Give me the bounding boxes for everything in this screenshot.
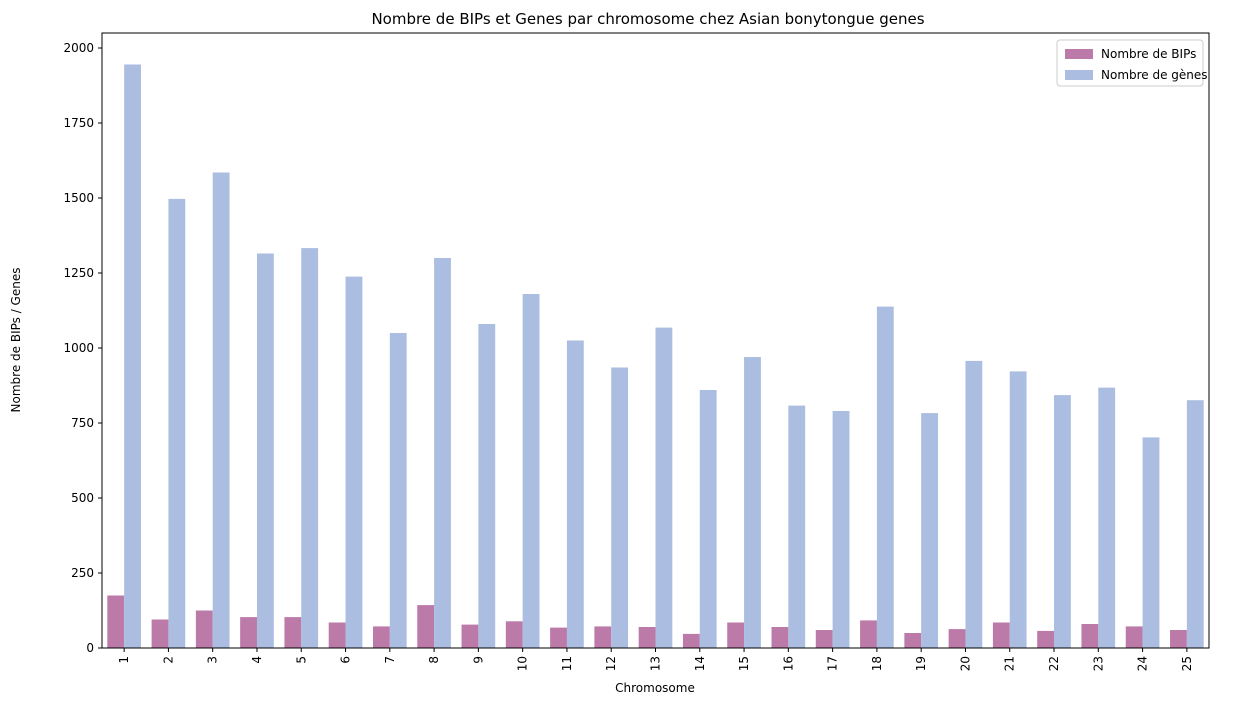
bip-bar-16 [771, 627, 789, 648]
bip-bar-12 [594, 626, 612, 648]
y-tick-label: 2000 [63, 41, 94, 55]
gene-bar-18 [876, 306, 894, 648]
bip-bar-14 [682, 633, 700, 648]
legend-label: Nombre de gènes [1101, 68, 1208, 82]
x-tick-label: 9 [471, 656, 485, 664]
legend-swatch [1065, 70, 1093, 80]
gene-bar-17 [832, 411, 850, 648]
x-tick-label: 20 [958, 656, 972, 671]
chart-title: Nombre de BIPs et Genes par chromosome c… [371, 10, 924, 28]
x-tick-label: 13 [649, 656, 663, 671]
x-tick-label: 17 [826, 656, 840, 671]
bip-bar-15 [727, 622, 745, 648]
gene-bar-3 [212, 172, 230, 648]
x-tick-label: 25 [1180, 656, 1194, 671]
x-axis-title: Chromosome [615, 681, 695, 695]
bip-bar-3 [195, 610, 213, 648]
gene-bar-2 [168, 198, 186, 648]
gene-bar-9 [478, 324, 496, 648]
legend-box [1056, 39, 1204, 87]
gene-bar-8 [434, 258, 451, 648]
gene-bar-20 [965, 360, 983, 648]
x-tick-label: 15 [737, 656, 751, 671]
y-tick-label: 250 [71, 566, 94, 580]
gene-bar-19 [921, 413, 939, 648]
x-tick-label: 24 [1136, 656, 1150, 671]
x-tick-label: 1 [117, 656, 131, 664]
gene-bar-21 [1009, 371, 1027, 648]
y-tick-label: 500 [71, 491, 94, 505]
x-tick-label: 18 [870, 656, 884, 671]
x-tick-label: 22 [1047, 656, 1061, 671]
x-tick-label: 19 [914, 656, 928, 671]
bip-bar-9 [461, 624, 479, 648]
gene-bar-23 [1098, 387, 1116, 648]
bip-bar-2 [151, 619, 169, 648]
gene-bar-15 [744, 357, 761, 648]
x-tick-label: 8 [427, 656, 441, 664]
gene-bar-4 [256, 253, 274, 648]
bip-bar-1 [107, 595, 125, 648]
bip-bar-11 [550, 627, 567, 648]
legend: Nombre de BIPs Nombre de gènes [1056, 39, 1208, 87]
legend-label: Nombre de BIPs [1101, 47, 1196, 61]
bip-bar-13 [638, 627, 656, 648]
bip-bar-18 [860, 620, 877, 648]
bip-bar-23 [1081, 624, 1099, 648]
plot-area: 1 2 3 4 5 6 7 8 9 10 11 12 13 14 15 16 17 18 19 20 21 22 23 24 2… [63, 32, 1210, 671]
plot-frame [101, 32, 1210, 649]
x-tick-label: 10 [516, 656, 530, 671]
bip-bar-24 [1125, 626, 1143, 648]
x-tick-label: 23 [1091, 656, 1105, 671]
x-tick-label: 12 [604, 656, 618, 671]
x-tick-label: 2 [161, 656, 175, 664]
x-tick-label: 14 [693, 656, 707, 671]
gene-bar-1 [124, 64, 141, 648]
bip-bar-6 [328, 622, 346, 648]
bip-bar-7 [372, 626, 390, 648]
y-tick-label: 1250 [63, 266, 94, 280]
x-tick-label: 6 [339, 656, 353, 664]
gene-bar-13 [655, 327, 673, 648]
y-tick-label: 1000 [63, 341, 94, 355]
bip-bar-5 [284, 617, 302, 648]
gene-bar-10 [522, 294, 540, 648]
y-tick-label: 1750 [63, 116, 94, 130]
gene-bar-5 [301, 248, 319, 648]
x-tick-label: 5 [294, 656, 308, 664]
gene-bar-12 [611, 367, 629, 648]
bip-bar-17 [815, 630, 833, 648]
gene-bar-16 [788, 405, 806, 648]
bip-bar-21 [992, 622, 1010, 648]
gene-bar-6 [345, 276, 363, 648]
x-tick-label: 11 [560, 656, 574, 671]
bip-bar-4 [240, 617, 257, 648]
x-tick-label: 7 [383, 656, 397, 664]
bip-bar-20 [948, 629, 966, 648]
bip-bar-10 [505, 621, 523, 648]
x-tick-label: 4 [250, 656, 264, 664]
gene-bar-25 [1186, 400, 1204, 648]
gene-bar-22 [1054, 395, 1071, 648]
x-tick-label: 21 [1003, 656, 1017, 671]
y-tick-label: 0 [86, 641, 94, 655]
y-tick-label: 1500 [63, 191, 94, 205]
bip-bar-25 [1170, 630, 1187, 648]
bip-bar-22 [1037, 630, 1055, 648]
bip-bar-19 [904, 633, 922, 648]
y-axis-title: Nombre de BIPs / Genes [9, 268, 23, 413]
y-tick-label: 750 [71, 416, 94, 430]
x-tick-label: 3 [206, 656, 220, 664]
gene-bar-14 [699, 390, 717, 648]
gene-bar-24 [1142, 437, 1160, 648]
legend-swatch [1065, 49, 1093, 59]
x-tick-label: 16 [781, 656, 795, 671]
gene-bar-11 [566, 340, 584, 648]
bip-bar-8 [417, 605, 435, 648]
gene-bar-7 [389, 333, 407, 648]
